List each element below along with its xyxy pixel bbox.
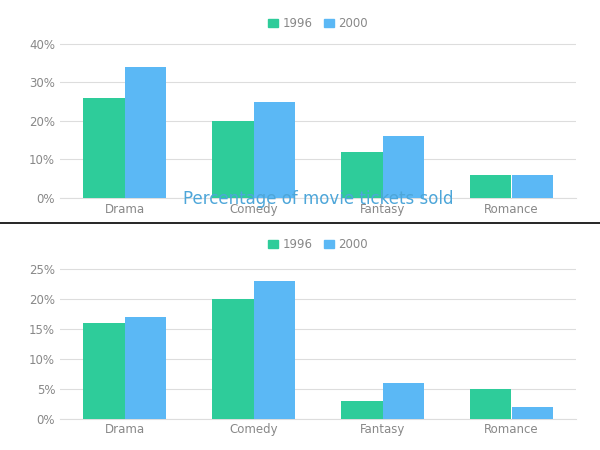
Bar <box>383 136 424 198</box>
Bar <box>511 406 553 419</box>
Bar <box>470 175 511 198</box>
Bar <box>83 323 125 418</box>
Bar <box>341 400 383 418</box>
Bar <box>212 298 254 418</box>
Bar <box>125 316 166 418</box>
Bar <box>254 280 295 419</box>
Legend: 1996, 2000: 1996, 2000 <box>263 13 373 35</box>
Bar <box>470 388 511 419</box>
Bar <box>511 175 553 198</box>
Text: Percentage of movie tickets sold: Percentage of movie tickets sold <box>183 190 453 208</box>
Bar <box>212 121 254 198</box>
Bar <box>383 382 424 418</box>
Bar <box>83 98 125 198</box>
Bar <box>125 67 166 198</box>
Bar <box>341 152 383 198</box>
Bar <box>254 102 295 198</box>
Legend: 1996, 2000: 1996, 2000 <box>263 233 373 256</box>
